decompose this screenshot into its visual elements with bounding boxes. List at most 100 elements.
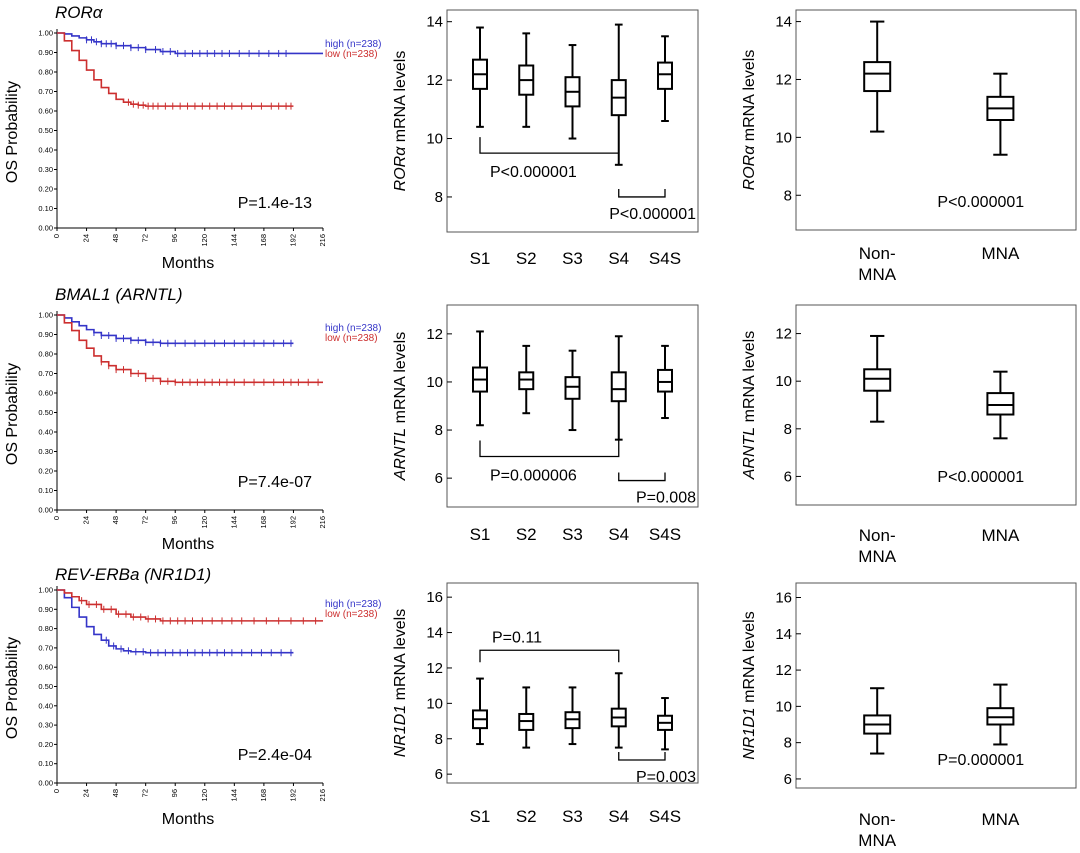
box-iqr: [657, 368, 673, 393]
km-y-tick-label: 0.40: [38, 146, 53, 155]
box-category-label: S4: [608, 249, 629, 268]
km-y-tick-label: 0.00: [38, 779, 53, 788]
comparison-pvalue: P=0.003: [636, 769, 696, 786]
box-category-label: S4S: [649, 807, 681, 826]
box-y-tick-label: 8: [784, 187, 792, 204]
box-category-line: Non-: [859, 244, 896, 263]
comparison-bracket: [479, 649, 620, 663]
km-y-tick-label: 1.00: [38, 29, 53, 38]
km-y-tick-label: 0.00: [38, 506, 53, 515]
box-category-label: S1: [470, 525, 491, 544]
km-y-tick-label: 0.80: [38, 350, 53, 359]
box-category-label: S3: [562, 249, 583, 268]
box-y-tick-label: 12: [775, 326, 792, 343]
km-x-tick-label: 24: [82, 789, 91, 797]
box-category-label: MNA: [982, 244, 1020, 263]
box-ylabel: ARNTL mRNA levels: [741, 331, 758, 480]
km-ylabel: OS Probability: [4, 637, 21, 739]
box-plot: [518, 686, 535, 749]
km-y-tick-label: 0.10: [38, 486, 53, 495]
km-pvalue: P=2.4e-04: [238, 747, 312, 764]
km-x-tick-label: 168: [259, 789, 268, 802]
km-x-tick-label: 24: [82, 234, 91, 242]
km-x-tick-label: 120: [200, 516, 209, 529]
km-y-tick-label: 0.90: [38, 605, 53, 614]
box-y-tick-label: 14: [426, 14, 443, 31]
km-y-tick-label: 0.30: [38, 165, 53, 174]
km-y-tick-label: 1.00: [38, 311, 53, 320]
comparison-pvalue: P<0.000001: [490, 164, 577, 181]
km-y-tick-label: 0.50: [38, 682, 53, 691]
box-y-tick-label: 14: [426, 625, 443, 642]
km-y-tick-label: 0.90: [38, 48, 53, 57]
km-x-tick-label: 72: [141, 234, 150, 242]
box-iqr: [657, 61, 673, 90]
box-category-label: S1: [470, 249, 491, 268]
box-panel-frame: [795, 9, 1077, 231]
box-ylabel-suffix: mRNA levels: [392, 332, 409, 428]
box-y-tick-label: 6: [784, 468, 792, 485]
box-arntl-mna-panel: 6 8 10 12 ARNTL mRNA levels Non- MNA MNA P<0.000…: [741, 304, 1077, 566]
km-title: RORα: [55, 3, 104, 22]
box-y-tick-label: 10: [775, 373, 792, 390]
km-x-tick-label: 48: [111, 516, 120, 524]
box-y-tick-label: 16: [775, 590, 792, 607]
box-category-label: S4: [608, 807, 629, 826]
km-x-tick-label: 144: [229, 516, 238, 529]
box-y-tick-label: 10: [426, 131, 443, 148]
box-category-label: S2: [516, 807, 537, 826]
box-iqr: [863, 368, 892, 392]
box-panel-frame: [446, 304, 699, 508]
box-plot: [863, 334, 892, 423]
box-y-tick-label: 12: [426, 326, 443, 343]
km-xlabel: Months: [162, 811, 214, 828]
box-plot: [518, 344, 535, 415]
km-x-tick-label: 0: [52, 516, 61, 520]
comparison-pvalue: P=0.11: [492, 629, 542, 646]
box-category-label: Non- MNA: [858, 244, 896, 284]
box-plot: [986, 370, 1015, 440]
km-y-tick-label: 0.20: [38, 185, 53, 194]
box-pvalue: P<0.000001: [937, 194, 1024, 211]
box-category-line: MNA: [982, 526, 1020, 545]
km-y-tick-label: 0.40: [38, 428, 53, 437]
km-bmal1-panel: BMAL1 (ARNTL) OS Probability Months 0.00 0.1…: [4, 285, 381, 553]
box-ylabel-gene: ARNTL: [741, 427, 758, 480]
km-y-tick-label: 0.10: [38, 204, 53, 213]
km-y-tick-label: 0.30: [38, 721, 53, 730]
km-x-tick-label: 192: [288, 789, 297, 802]
box-category-label: S4: [608, 525, 629, 544]
box-ylabel-gene: NR1D1: [392, 705, 409, 757]
km-x-tick-label: 192: [288, 516, 297, 529]
box-plot: [518, 32, 535, 128]
km-x-tick-label: 216: [318, 516, 327, 529]
km-x-tick-label: 72: [141, 516, 150, 524]
box-category-label: S4S: [649, 249, 681, 268]
box-plot: [472, 26, 488, 128]
comparison-bracket: [479, 137, 620, 154]
box-plot: [657, 697, 673, 751]
box-iqr: [564, 376, 581, 400]
km-legend-low: low (n=238): [325, 333, 378, 344]
box-ylabel-gene: RORα: [392, 146, 409, 192]
km-x-tick-label: 120: [200, 789, 209, 802]
km-x-tick-label: 168: [259, 234, 268, 247]
box-y-tick-label: 6: [784, 771, 792, 788]
box-y-tick-label: 10: [775, 698, 792, 715]
box-iqr: [986, 392, 1015, 416]
box-plot: [472, 330, 488, 427]
comparison-bracket: [618, 472, 666, 482]
km-x-tick-label: 24: [82, 516, 91, 524]
box-y-tick-label: 6: [435, 766, 443, 783]
box-category-line: MNA: [858, 547, 896, 566]
box-y-tick-label: 8: [435, 422, 443, 439]
box-ylabel: RORα mRNA levels: [741, 50, 758, 191]
km-y-tick-label: 0.60: [38, 663, 53, 672]
box-category-label: S2: [516, 525, 537, 544]
box-panel-frame: [446, 582, 699, 784]
km-x-tick-label: 48: [111, 789, 120, 797]
box-iqr: [518, 371, 535, 391]
comparison-bracket: [618, 751, 666, 761]
km-pvalue: P=7.4e-07: [238, 474, 312, 491]
